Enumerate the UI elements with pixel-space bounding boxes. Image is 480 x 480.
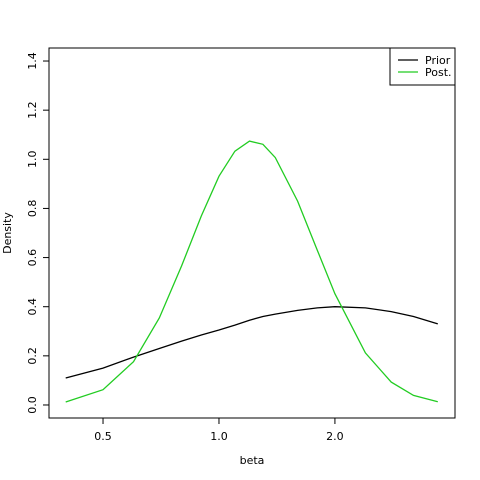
y-tick-label: 0.6 — [26, 249, 39, 267]
plot-frame — [48, 47, 456, 419]
legend-box — [389, 47, 456, 86]
legend-label: Prior — [425, 54, 451, 67]
y-tick-label: 1.4 — [26, 52, 39, 70]
series-line — [65, 306, 438, 379]
y-tick-label: 0.0 — [26, 396, 39, 414]
y-tick-label: 1.0 — [26, 151, 39, 169]
x-tick-label: 0.5 — [94, 430, 112, 443]
y-tick-label: 0.2 — [26, 347, 39, 365]
x-tick-label: 1.0 — [210, 430, 228, 443]
legend-label: Post. — [425, 66, 452, 79]
x-tick-label: 2.0 — [326, 430, 344, 443]
x-axis-label: beta — [240, 454, 265, 467]
y-tick-label: 0.4 — [26, 298, 39, 316]
y-tick-label: 0.8 — [26, 200, 39, 218]
series-line — [65, 140, 438, 403]
y-tick-label: 1.2 — [26, 101, 39, 119]
y-axis-label: Density — [1, 212, 14, 254]
